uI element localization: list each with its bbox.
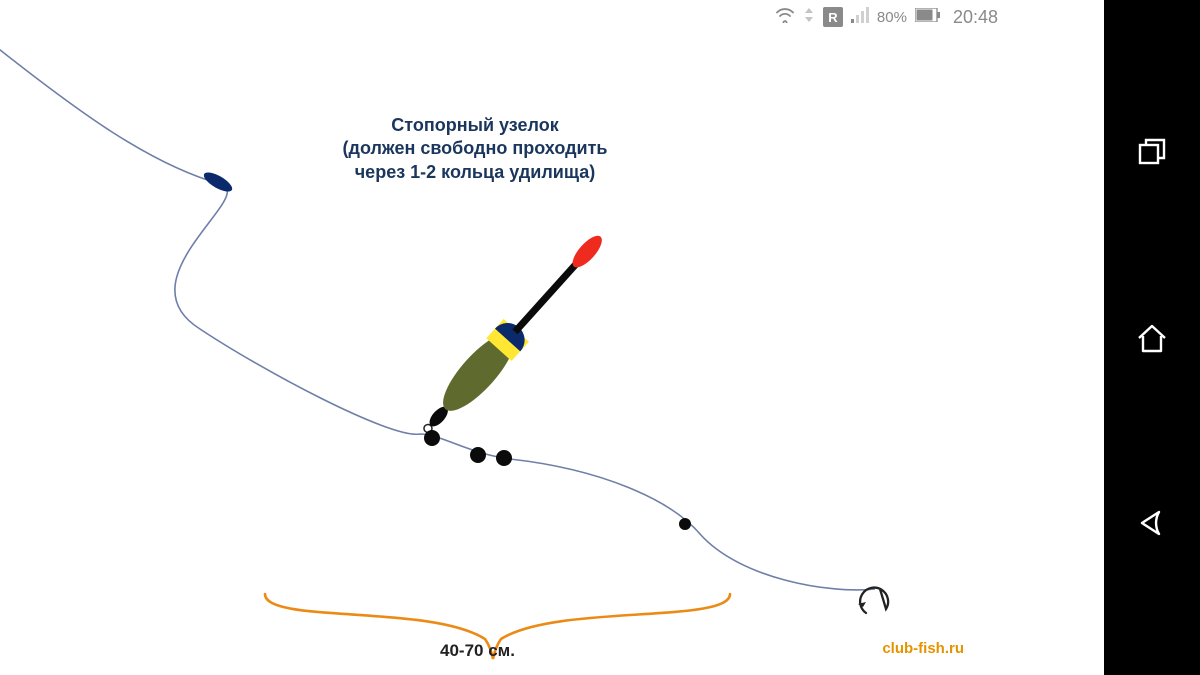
watermark: club-fish.ru	[882, 640, 964, 657]
dimension-label: 40-70 см.	[440, 641, 515, 661]
label-line2: (должен свободно проходить	[300, 137, 650, 160]
android-nav-bar	[1104, 0, 1200, 675]
stopper-knot-label: Стопорный узелок (должен свободно проход…	[300, 114, 650, 184]
device-screen: R 80% 20:48	[0, 0, 1200, 675]
wifi-icon	[775, 7, 795, 27]
signal-icon	[851, 7, 869, 27]
recent-apps-button[interactable]	[1116, 117, 1188, 189]
clock: 20:48	[953, 7, 998, 28]
back-button[interactable]	[1116, 487, 1188, 559]
fishing-rig-diagram: Стопорный узелок (должен свободно проход…	[0, 34, 1104, 675]
content-area: R 80% 20:48	[0, 0, 1104, 675]
label-line1: Стопорный узелок	[300, 114, 650, 137]
status-bar: R 80% 20:48	[0, 0, 1008, 34]
battery-percent: 80%	[877, 9, 907, 26]
updown-icon	[803, 7, 815, 27]
home-button[interactable]	[1116, 302, 1188, 374]
roaming-icon: R	[823, 7, 843, 27]
label-line3: через 1-2 кольца удилища)	[300, 161, 650, 184]
battery-icon	[915, 8, 941, 26]
